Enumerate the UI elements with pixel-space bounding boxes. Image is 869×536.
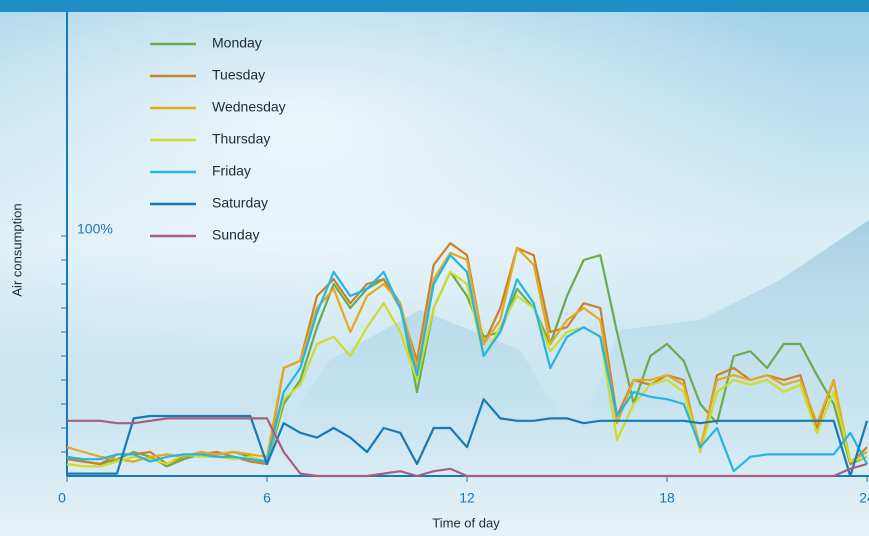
legend-label: Tuesday — [212, 67, 265, 83]
x-axis-title: Time of day — [432, 515, 500, 530]
legend-label: Saturday — [212, 195, 268, 211]
background-hill — [560, 220, 869, 480]
legend-label: Sunday — [212, 227, 259, 243]
legend-label: Monday — [212, 35, 262, 51]
background-hill — [250, 310, 600, 480]
top-bar — [0, 0, 869, 12]
x-tick-label: 6 — [263, 490, 271, 506]
series-line — [66, 254, 868, 473]
series-line — [66, 270, 868, 468]
x-tick-label: 12 — [459, 490, 475, 506]
x-tick-label: 18 — [659, 490, 675, 506]
series-line — [66, 246, 868, 463]
legend-label: Thursday — [212, 131, 270, 147]
x-tick-label: 0 — [58, 490, 66, 506]
legend-label: Friday — [212, 163, 251, 179]
y-tick-label: 100% — [77, 221, 113, 237]
series-line — [67, 417, 868, 478]
x-tick-label: 24 — [859, 490, 869, 506]
series-line — [67, 398, 869, 478]
legend-label: Wednesday — [212, 99, 286, 115]
y-axis-title: Air consumption — [9, 203, 24, 296]
